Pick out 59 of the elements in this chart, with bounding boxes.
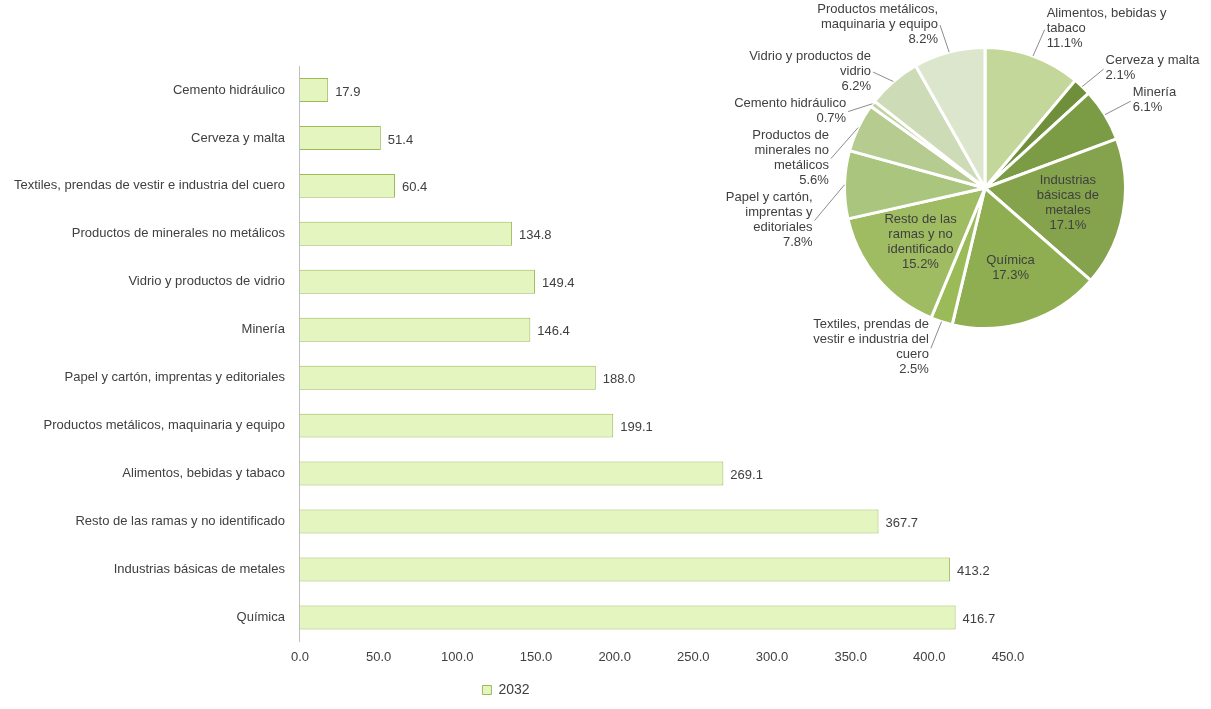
y-tick-label: Minería xyxy=(241,321,286,337)
data-label: 6.1% xyxy=(1132,99,1163,115)
x-tick-label: 250.0 xyxy=(677,648,710,664)
data-label: 413.2 xyxy=(957,563,990,579)
slice-label: Minería xyxy=(1132,84,1177,100)
slice-label: Productos metálicos, maquinaria y equipo xyxy=(817,0,939,31)
slice-label: Vidrio y productos de vidrio xyxy=(749,47,872,78)
slice-label: Resto de las ramas y no identificado xyxy=(884,211,958,257)
data-label: 5.6% xyxy=(799,171,830,187)
data-label: 17.3% xyxy=(992,267,1030,283)
y-tick-label: Textiles, prendas de vestir e industria del cuero xyxy=(13,177,285,193)
y-tick-label: Cemento hidráulico xyxy=(172,81,285,97)
slice-label: Química xyxy=(986,252,1036,268)
data-label: 15.2% xyxy=(902,256,940,272)
data-label: 188.0 xyxy=(602,371,636,387)
data-label: 2.1% xyxy=(1105,67,1136,83)
x-tick-label: 400.0 xyxy=(913,648,946,664)
data-label: 7.8% xyxy=(782,233,813,249)
data-label: 149.4 xyxy=(542,275,575,291)
x-tick-label: 150.0 xyxy=(519,648,553,664)
y-tick-label: Resto de las ramas y no identificado xyxy=(75,513,285,529)
y-tick-label: Vidrio y productos de vidrio xyxy=(128,273,285,289)
data-label: 146.4 xyxy=(537,323,570,339)
slice-label: Alimentos, bebidas y tabaco xyxy=(1046,5,1168,36)
data-label: 134.8 xyxy=(519,227,552,243)
y-tick-label: Productos metálicos, maquinaria y equipo xyxy=(43,417,285,433)
slice-label: Productos de minerales no metálicos xyxy=(752,126,830,172)
data-label: 6.2% xyxy=(841,77,872,93)
slice-label: Textiles, prendas de vestir e industria del cuero xyxy=(813,316,929,362)
data-label: 0.7% xyxy=(816,109,847,125)
x-tick-label: 200.0 xyxy=(598,648,631,664)
data-label: 60.4 xyxy=(402,179,428,195)
y-tick-label: Alimentos, bebidas y tabaco xyxy=(122,465,285,481)
x-tick-label: 450.0 xyxy=(991,648,1025,664)
y-tick-label: Industrias básicas de metales xyxy=(113,561,286,577)
data-label: 269.1 xyxy=(730,467,763,483)
x-tick-label: 300.0 xyxy=(755,648,789,664)
data-label: 199.1 xyxy=(620,419,653,435)
data-label: 17.9 xyxy=(335,83,361,99)
x-tick-label: 50.0 xyxy=(365,648,392,664)
data-label: 367.7 xyxy=(885,515,919,531)
data-label: 416.7 xyxy=(962,611,996,626)
x-tick-label: 100.0 xyxy=(441,648,474,664)
x-tick-label: 350.0 xyxy=(834,648,867,664)
y-tick-label: Cerveza y malta xyxy=(191,129,286,145)
y-tick-label: Papel y cartón, imprentas y editoriales xyxy=(64,369,286,385)
slice-label: Industrias básicas de metales xyxy=(1036,172,1099,218)
data-label: 11.1% xyxy=(1046,35,1083,51)
data-label: 51.4 xyxy=(387,131,414,147)
x-tick-label: 0.0 xyxy=(290,648,310,664)
data-label: 17.1% xyxy=(1049,217,1087,233)
data-label: 2.5% xyxy=(899,361,930,377)
slice-label: Cemento hidráulico xyxy=(734,94,847,110)
slice-label: Papel y cartón, imprentas y editoriales xyxy=(725,188,814,234)
legend-label: 2032 xyxy=(498,680,530,697)
y-tick-label: Química xyxy=(236,609,286,624)
y-tick-label: Productos de minerales no metálicos xyxy=(71,225,286,241)
slice-label: Cerveza y malta xyxy=(1105,52,1201,68)
data-label: 8.2% xyxy=(908,30,939,46)
